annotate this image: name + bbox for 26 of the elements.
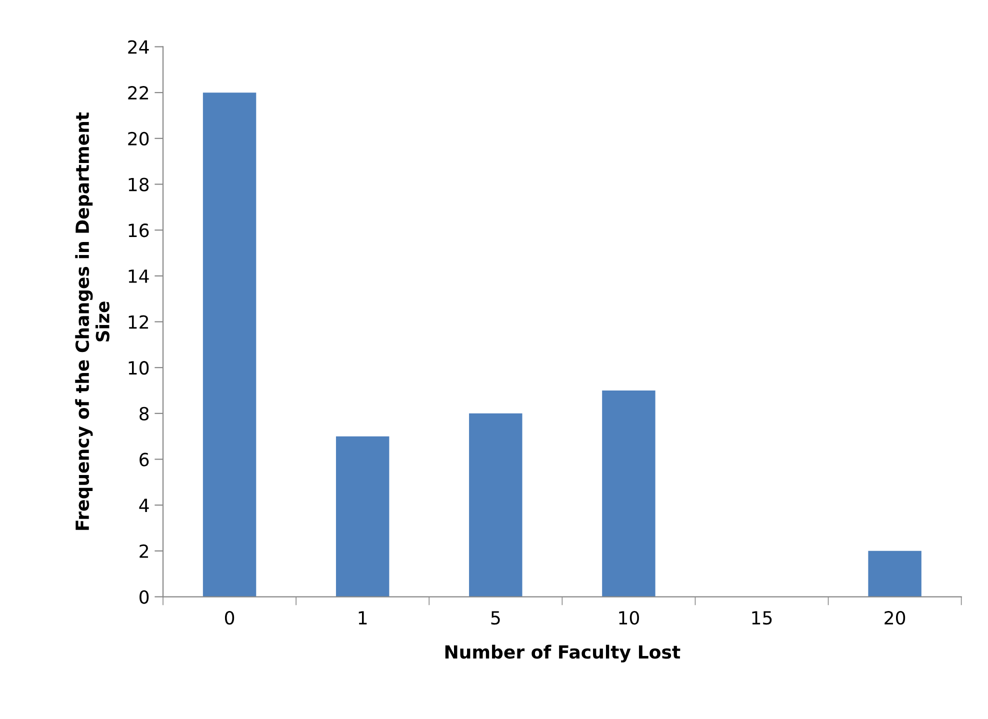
y-tick-label: 8 — [140, 406, 149, 421]
bar — [336, 436, 390, 597]
bar — [202, 92, 256, 597]
y-tick-label: 14 — [128, 270, 149, 283]
x-axis-title: Number of Faculty Lost — [445, 644, 680, 662]
y-tick-label: 10 — [128, 361, 149, 375]
bar — [602, 390, 656, 597]
bar — [868, 550, 922, 597]
x-tick-label: 0 — [224, 610, 234, 625]
y-axis-title: Frequency of the Changes in Department Size — [75, 112, 110, 530]
y-tick-label: 12 — [128, 315, 148, 329]
y-tick-label: 20 — [128, 132, 149, 146]
x-tick-label: 1 — [358, 611, 367, 624]
x-tick-label: 15 — [752, 611, 772, 625]
y-tick-label: 18 — [128, 178, 149, 192]
x-tick-label: 5 — [491, 611, 500, 625]
x-tick-label: 10 — [619, 610, 639, 625]
bar — [469, 413, 522, 597]
y-tick-label: 0 — [140, 590, 149, 604]
y-tick-label: 4 — [139, 498, 149, 512]
y-tick-label: 2 — [140, 544, 148, 558]
y-tick-label: 6 — [140, 452, 149, 466]
y-tick-label: 16 — [128, 224, 149, 238]
y-tick-label: 22 — [128, 86, 148, 100]
x-tick-label: 20 — [884, 610, 906, 625]
y-tick-label: 24 — [128, 40, 149, 54]
